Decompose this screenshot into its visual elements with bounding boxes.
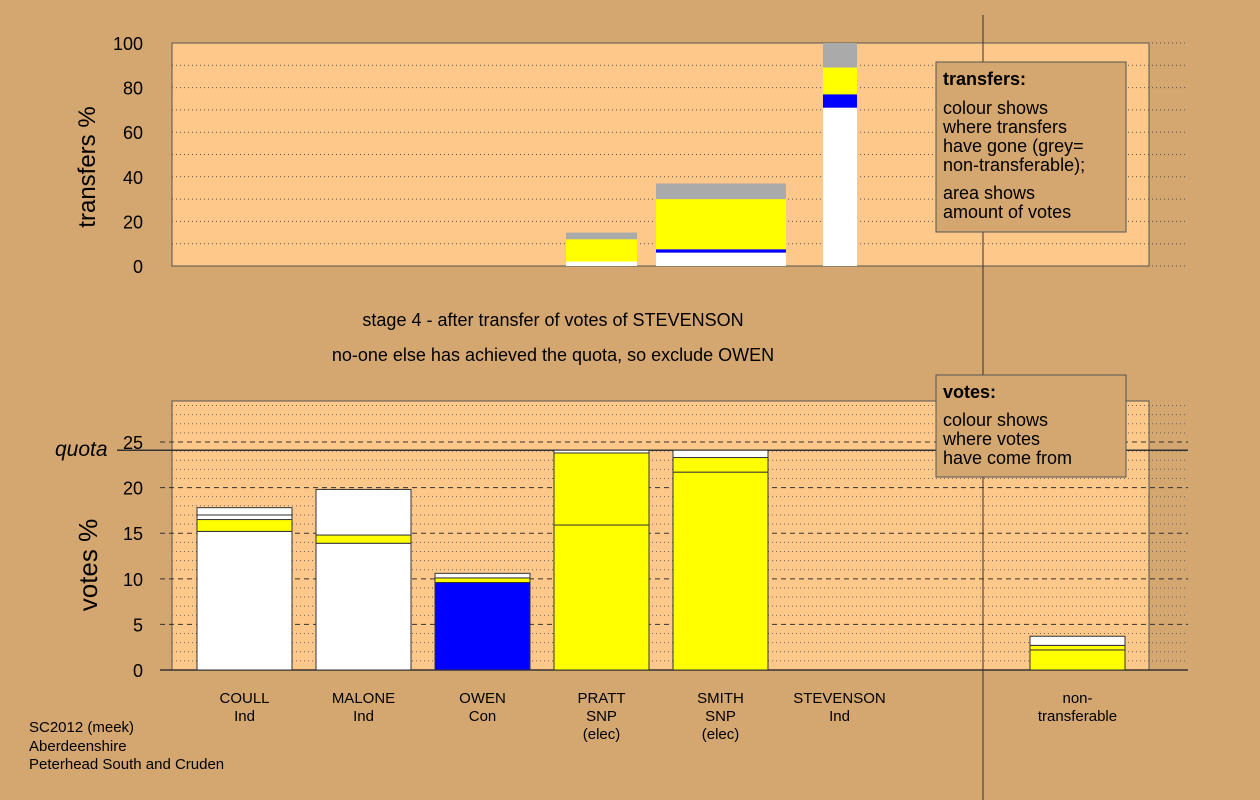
votes-y-axis-title: votes %	[73, 519, 103, 612]
vote-bar-segment	[315, 534, 412, 544]
transfer-bar-segment	[823, 107, 857, 266]
transfer-bar-segment	[566, 232, 637, 240]
category-label: OWEN	[459, 690, 506, 707]
category-label: SNP	[586, 708, 617, 725]
vote-bar-segment	[1029, 644, 1126, 651]
y-tick-label: 60	[123, 123, 143, 143]
vote-bar-segment	[315, 488, 412, 536]
votes-info-line: have come from	[943, 448, 1072, 468]
category-label: Con	[469, 708, 497, 725]
transfers-info-line: have gone (grey=	[943, 136, 1084, 156]
y-tick-label: 80	[123, 79, 143, 99]
transfer-bar-segment	[656, 199, 786, 250]
y-tick-label: 40	[123, 168, 143, 188]
transfer-bar-segment	[566, 239, 637, 262]
transfers-info-line: non-transferable);	[943, 155, 1085, 175]
vote-bar-segment	[672, 457, 769, 473]
votes-info-title: votes:	[943, 382, 996, 402]
vote-bar-segment	[196, 530, 293, 671]
footer-line: Peterhead South and Cruden	[29, 756, 224, 773]
stage-title: stage 4 - after transfer of votes of STE…	[362, 310, 743, 330]
y-tick-label: 0	[133, 661, 143, 681]
category-label: STEVENSON	[793, 690, 886, 707]
y-tick-label: 20	[123, 479, 143, 499]
category-label: Ind	[234, 708, 255, 725]
y-tick-label: 20	[123, 212, 143, 232]
y-tick-label: 5	[133, 615, 143, 635]
vote-bar-segment	[1029, 649, 1126, 671]
category-label: PRATT	[577, 690, 625, 707]
category-label: (elec)	[583, 726, 621, 743]
transfer-bar-segment	[823, 43, 857, 68]
y-tick-label: 100	[113, 34, 143, 54]
category-label: transferable	[1038, 708, 1117, 725]
y-tick-label: 10	[123, 570, 143, 590]
votes-info-line: colour shows	[943, 410, 1048, 430]
y-tick-label: 15	[123, 524, 143, 544]
vote-bar-segment	[434, 577, 531, 583]
category-label: COULL	[219, 690, 269, 707]
vote-bar-segment	[553, 449, 650, 454]
votes-bars	[196, 449, 1126, 671]
category-label: (elec)	[702, 726, 740, 743]
vote-bar-segment	[672, 471, 769, 671]
transfers-y-axis-title: transfers %	[74, 106, 101, 227]
category-label: Ind	[829, 708, 850, 725]
vote-bar-segment	[672, 449, 769, 459]
category-label: non-	[1062, 690, 1092, 707]
category-label: SMITH	[697, 690, 744, 707]
transfer-bar-segment	[656, 183, 786, 200]
votes-category-labels: COULLIndMALONEIndOWENConPRATTSNP(elec)SM…	[219, 690, 1117, 743]
footer-line: SC2012 (meek)	[29, 719, 134, 736]
transfer-bar-segment	[566, 261, 637, 266]
transfers-info-line: amount of votes	[943, 202, 1071, 222]
votes-y-ticks: 0 5 10 15 20 25	[123, 433, 143, 681]
transfer-bar-segment	[656, 252, 786, 266]
category-label: Ind	[353, 708, 374, 725]
y-tick-label: 25	[123, 433, 143, 453]
transfers-info-line: where transfers	[942, 117, 1067, 137]
transfers-info-title: transfers:	[943, 69, 1026, 89]
transfers-y-ticks: 0 20 40 60 80 100	[113, 34, 143, 277]
transfers-info-line: colour shows	[943, 98, 1048, 118]
transfers-info-box: transfers: colour shows where transfers …	[935, 61, 1127, 233]
transfer-bar-segment	[656, 249, 786, 253]
vote-bar-segment	[1029, 635, 1126, 646]
transfers-info-line: area shows	[943, 183, 1035, 203]
vote-bar-segment	[553, 524, 650, 671]
transfer-bar-segment	[823, 94, 857, 108]
category-label: SNP	[705, 708, 736, 725]
footer-line: Aberdeenshire	[29, 738, 127, 755]
votes-info-line: where votes	[942, 429, 1040, 449]
transfers-bars	[566, 43, 857, 266]
vote-bar-segment	[434, 572, 531, 579]
y-tick-label: 0	[133, 257, 143, 277]
vote-bar-segment	[434, 581, 531, 671]
category-label: MALONE	[332, 690, 395, 707]
vote-bar-segment	[553, 452, 650, 526]
transfer-bar-segment	[823, 67, 857, 95]
stage-note: no-one else has achieved the quota, so e…	[332, 345, 774, 365]
vote-bar-segment	[196, 507, 293, 516]
votes-info-box: votes: colour shows where votes have com…	[935, 374, 1127, 478]
vote-bar-segment	[196, 519, 293, 532]
quota-label: quota	[55, 438, 108, 461]
vote-bar-segment	[196, 514, 293, 521]
vote-bar-segment	[315, 542, 412, 671]
